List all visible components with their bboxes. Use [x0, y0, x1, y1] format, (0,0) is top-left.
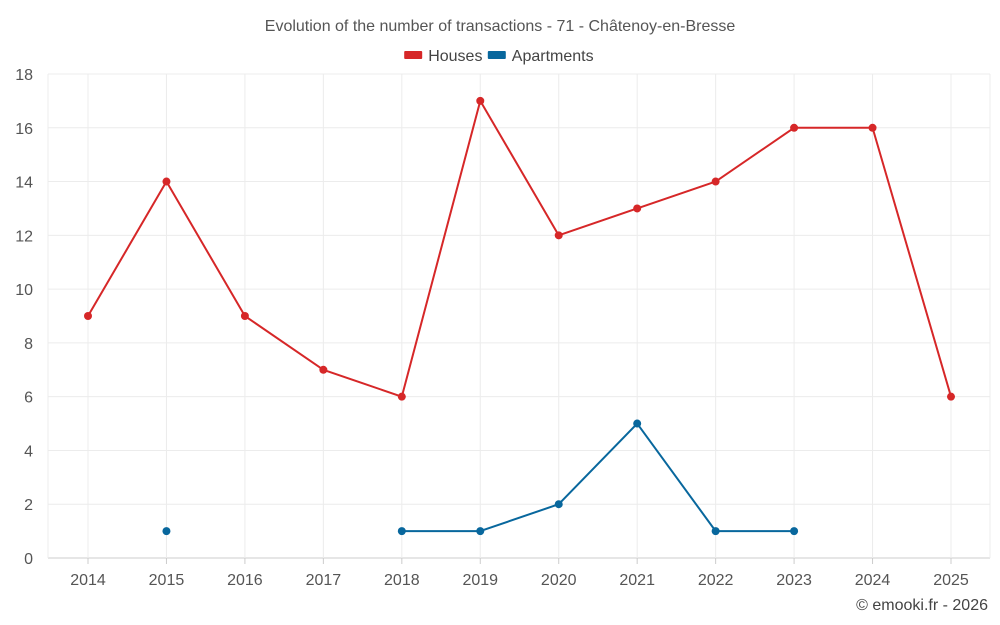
- y-axis: 0 2 4 6 8 10 12 14 16 18: [15, 67, 33, 568]
- y-tick-label: 18: [15, 67, 33, 84]
- x-tick-label: 2025: [933, 572, 969, 589]
- apartments-point: [790, 527, 799, 536]
- apartments-point: [162, 527, 171, 536]
- x-tick-label: 2014: [70, 572, 106, 589]
- y-tick-label: 10: [15, 282, 33, 299]
- houses-point: [319, 365, 328, 374]
- legend-swatch-houses: [404, 51, 423, 59]
- legend-item-apartments[interactable]: Apartments: [487, 48, 594, 65]
- gridlines: [47, 73, 991, 559]
- x-tick-label: 2018: [384, 572, 420, 589]
- legend-swatch-apartments: [487, 51, 506, 59]
- x-tick-label: 2017: [306, 572, 342, 589]
- apartments-point: [397, 527, 406, 536]
- apartments-point: [476, 527, 485, 536]
- x-tick-label: 2019: [462, 572, 498, 589]
- houses-point: [476, 96, 485, 105]
- houses-point: [554, 231, 563, 240]
- series-group: [84, 96, 955, 536]
- y-tick-label: 12: [15, 228, 33, 245]
- houses-point: [868, 123, 877, 132]
- series-houses: [84, 96, 955, 401]
- legend: Houses Apartments: [404, 48, 594, 65]
- y-tick-label: 16: [15, 121, 33, 138]
- y-tick-label: 2: [24, 497, 33, 514]
- x-tick-label: 2015: [149, 572, 185, 589]
- houses-point: [711, 177, 720, 186]
- x-tick-label: 2023: [776, 572, 812, 589]
- legend-item-houses[interactable]: Houses: [404, 48, 482, 65]
- houses-line: [87, 99, 952, 398]
- chart-title: Evolution of the number of transactions …: [265, 18, 736, 35]
- legend-label-apartments: Apartments: [512, 48, 594, 65]
- houses-point: [947, 392, 955, 401]
- y-tick-label: 8: [24, 336, 33, 353]
- houses-point: [790, 123, 799, 132]
- legend-label-houses: Houses: [428, 48, 482, 65]
- x-tick-label: 2024: [855, 572, 891, 589]
- apartments-point: [633, 419, 642, 428]
- y-tick-label: 4: [24, 443, 33, 460]
- credit-text: © emooki.fr - 2026: [856, 597, 988, 614]
- series-apartments: [162, 419, 799, 536]
- houses-point: [84, 312, 92, 320]
- x-tick-label: 2022: [698, 572, 734, 589]
- y-tick-label: 14: [15, 175, 33, 192]
- x-tick-label: 2016: [227, 572, 263, 589]
- houses-point: [633, 204, 642, 213]
- x-tick-label: 2021: [619, 572, 655, 589]
- houses-point: [240, 312, 249, 320]
- y-tick-label: 6: [24, 390, 33, 407]
- y-tick-label: 0: [24, 551, 33, 568]
- x-axis: 2014 2015 2016 2017 2018 2019 2020 2021 2022 2023…: [70, 558, 969, 589]
- apartments-line: [401, 422, 795, 533]
- apartments-point: [711, 527, 720, 536]
- houses-point: [397, 392, 406, 401]
- x-tick-label: 2020: [541, 572, 577, 589]
- houses-point: [162, 177, 171, 186]
- apartments-point: [554, 500, 563, 509]
